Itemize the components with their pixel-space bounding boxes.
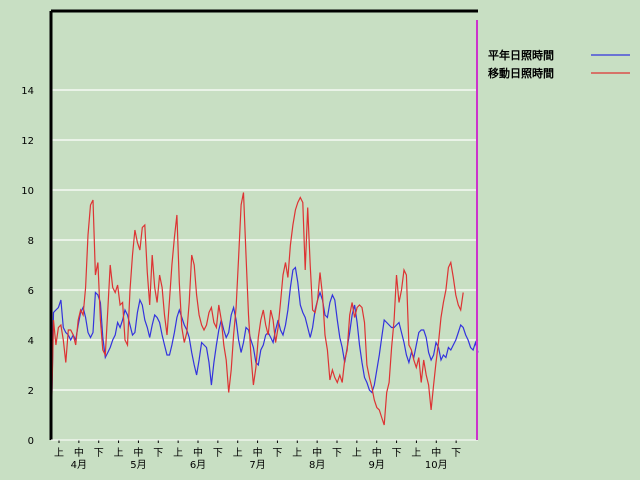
legend-label: 平年日照時間 bbox=[488, 48, 554, 62]
x-decade-label: 中 bbox=[133, 446, 143, 459]
x-month-label: 5月 bbox=[130, 459, 146, 471]
y-tick-label: 8 bbox=[28, 236, 34, 247]
legend-label: 移動日照時間 bbox=[488, 66, 554, 80]
x-decade-label: 中 bbox=[74, 446, 84, 459]
x-month-label: 7月 bbox=[249, 459, 265, 471]
x-month-label: 10月 bbox=[425, 459, 448, 471]
x-decade-label: 中 bbox=[253, 446, 263, 459]
y-tick-label: 2 bbox=[28, 386, 34, 397]
y-tick-label: 10 bbox=[21, 186, 34, 197]
x-decade-label: 下 bbox=[392, 448, 402, 459]
x-decade-label: 上 bbox=[233, 447, 243, 459]
x-axis-ticks: 上中下4月上中下5月上中下6月上中下7月上中下8月上中下9月上中下10月 bbox=[54, 440, 461, 471]
x-decade-label: 下 bbox=[94, 448, 104, 459]
x-decade-label: 中 bbox=[431, 446, 441, 459]
x-decade-label: 上 bbox=[292, 447, 302, 459]
x-decade-label: 中 bbox=[372, 446, 382, 459]
x-decade-label: 下 bbox=[451, 448, 461, 459]
series-line bbox=[50, 192, 464, 441]
x-decade-label: 下 bbox=[213, 448, 223, 459]
y-tick-label: 4 bbox=[28, 336, 34, 347]
y-tick-label: 14 bbox=[21, 86, 34, 97]
x-decade-label: 上 bbox=[411, 447, 421, 459]
x-month-label: 6月 bbox=[190, 459, 206, 471]
y-tick-label: 6 bbox=[28, 286, 34, 297]
x-month-label: 8月 bbox=[309, 459, 325, 471]
series-lines bbox=[50, 192, 479, 441]
y-tick-label: 0 bbox=[28, 436, 34, 447]
y-tick-label: 12 bbox=[21, 136, 34, 147]
x-decade-label: 下 bbox=[332, 448, 342, 459]
x-decade-label: 下 bbox=[272, 448, 282, 459]
x-decade-label: 中 bbox=[193, 446, 203, 459]
x-month-label: 4月 bbox=[71, 459, 87, 471]
y-axis-ticks: 0 2 4 6 8 10 12 14 bbox=[21, 86, 34, 447]
axes bbox=[49, 9, 478, 441]
x-decade-label: 上 bbox=[173, 447, 183, 459]
x-decade-label: 上 bbox=[54, 447, 64, 459]
horizontal-grid bbox=[51, 89, 478, 391]
x-decade-label: 上 bbox=[352, 447, 362, 459]
x-decade-label: 中 bbox=[312, 446, 322, 459]
x-month-label: 9月 bbox=[369, 459, 385, 471]
series-line bbox=[50, 266, 479, 441]
x-decade-label: 下 bbox=[153, 448, 163, 459]
x-decade-label: 上 bbox=[114, 447, 124, 459]
